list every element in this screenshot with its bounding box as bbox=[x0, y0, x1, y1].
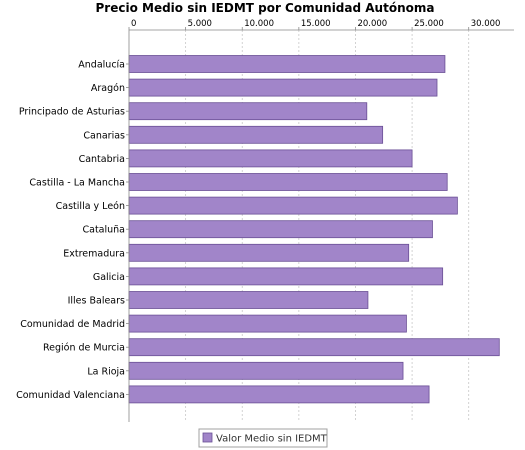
category-label: Principado de Asturias bbox=[19, 107, 125, 118]
bar bbox=[128, 220, 433, 239]
chart-title: Precio Medio sin IEDMT por Comunidad Aut… bbox=[96, 1, 435, 15]
tick-label: 30.000 bbox=[471, 19, 501, 29]
category-label: Aragón bbox=[91, 83, 125, 94]
bar bbox=[128, 149, 413, 168]
category-label: Comunidad Valenciana bbox=[16, 390, 125, 401]
bar bbox=[128, 338, 500, 357]
category-label: Extremadura bbox=[63, 248, 125, 259]
legend-swatch bbox=[202, 432, 213, 443]
legend-box bbox=[198, 428, 328, 448]
tick-label: 10.000 bbox=[244, 19, 274, 29]
legend-label: Valor Medio sin IEDMT bbox=[216, 434, 328, 445]
bar bbox=[128, 125, 384, 144]
category-label: Andalucía bbox=[78, 60, 125, 71]
bar bbox=[128, 55, 446, 73]
tick-label: 5.000 bbox=[188, 19, 212, 29]
category-label: Canarias bbox=[83, 130, 125, 141]
category-label: Castilla y León bbox=[56, 201, 125, 212]
category-label: Cataluña bbox=[82, 225, 125, 236]
category-label: La Rioja bbox=[87, 366, 125, 377]
category-label: Galicia bbox=[93, 272, 125, 283]
axis-layer bbox=[126, 27, 514, 422]
tick-label: 20.000 bbox=[357, 19, 387, 29]
bar bbox=[128, 314, 407, 333]
bar bbox=[128, 196, 458, 215]
bar bbox=[128, 361, 404, 380]
bar bbox=[128, 102, 368, 121]
legend: Valor Medio sin IEDMT bbox=[198, 428, 328, 448]
category-label: Comunidad de Madrid bbox=[20, 319, 125, 330]
tick-label: 0 bbox=[131, 19, 136, 29]
bar bbox=[128, 78, 438, 97]
bar bbox=[128, 267, 444, 286]
tick-labels: 0 5.000 10.000 15.000 20.000 25.000 30.000 bbox=[131, 19, 500, 29]
tick-label: 25.000 bbox=[414, 19, 444, 29]
tick-label: 15.000 bbox=[301, 19, 331, 29]
category-label: Illes Balears bbox=[68, 296, 125, 307]
category-labels: Andalucía Aragón Principado de Asturias Can… bbox=[16, 60, 125, 401]
category-label: Región de Murcia bbox=[43, 343, 125, 354]
bar bbox=[128, 291, 369, 309]
category-label: Castilla - La Mancha bbox=[29, 178, 125, 189]
bar bbox=[128, 243, 410, 262]
category-label: Cantabria bbox=[79, 154, 125, 165]
bars-layer bbox=[128, 55, 500, 404]
bar bbox=[128, 385, 430, 404]
bar bbox=[128, 173, 448, 191]
